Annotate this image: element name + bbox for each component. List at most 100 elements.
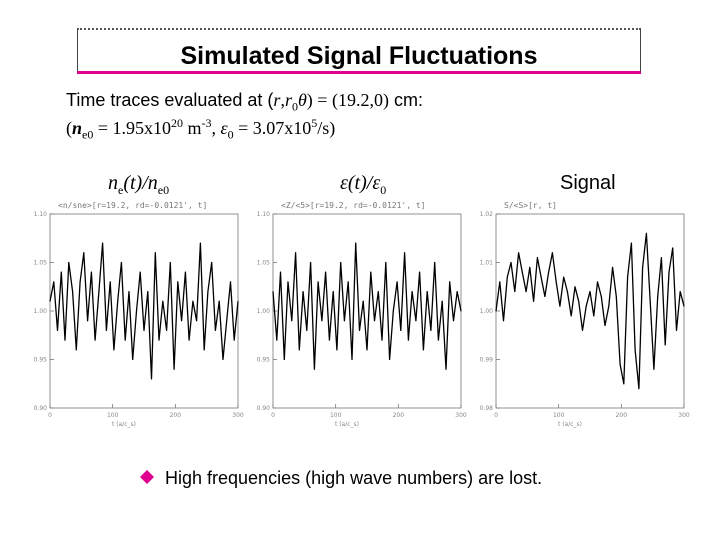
data-point <box>668 271 670 273</box>
data-point <box>109 281 111 283</box>
data-point <box>664 344 666 346</box>
subtitle-line-1: Time traces evaluated at (r,r0θ) = (19.2… <box>66 90 423 115</box>
data-point <box>276 339 278 341</box>
data-point <box>188 339 190 341</box>
y-tick-label: 0.95 <box>257 357 271 364</box>
line2-m: m <box>183 118 202 138</box>
y-tick-label: 1.02 <box>480 211 494 218</box>
data-point <box>422 349 424 351</box>
data-point <box>226 320 228 322</box>
data-point <box>540 276 542 278</box>
x-axis-label: t (a/c_s) <box>558 421 582 428</box>
data-point <box>169 262 171 263</box>
data-point <box>679 291 681 293</box>
data-point <box>566 291 568 293</box>
data-point <box>366 349 368 351</box>
line2-exp5: 5 <box>311 116 318 130</box>
label-ne-t: (t)/n <box>123 172 158 194</box>
x-tick-label: 300 <box>678 412 690 419</box>
data-point <box>340 262 342 263</box>
data-point <box>105 329 107 331</box>
line2-comma: , <box>211 118 221 138</box>
data-point <box>280 271 282 273</box>
data-point <box>229 281 231 283</box>
data-point <box>404 252 406 254</box>
data-point <box>317 281 319 283</box>
chart-eps: <Z/<5>[r=19.2, rd=-0.0121', t] 0.90 0.95 1.… <box>257 201 467 428</box>
label-ne-e0: e0 <box>157 183 170 197</box>
panel-eps: <Z/<5>[r=19.2, rd=-0.0121', t] 0.90 0.95 1.… <box>249 198 469 433</box>
data-point <box>283 359 285 360</box>
data-point <box>139 271 141 273</box>
data-point <box>295 252 297 254</box>
data-point <box>619 363 621 365</box>
data-point <box>374 320 376 322</box>
line2-exp20: 20 <box>171 116 183 130</box>
panel-header: <n/sne>[r=19.2, rd=-0.0121', t] <box>58 201 207 210</box>
data-point <box>660 257 662 259</box>
data-point <box>143 329 145 331</box>
label-ne: ne(t)/ne0 <box>108 172 169 198</box>
data-point <box>132 359 134 360</box>
data-point <box>400 329 402 331</box>
data-point <box>574 286 576 288</box>
data-point <box>548 271 550 273</box>
line2-expm3: -3 <box>201 116 212 130</box>
chart-ne: <n/sne>[r=19.2, rd=-0.0121', t] 0.90 0.95 1… <box>34 201 244 428</box>
line1-unit: cm: <box>388 90 423 110</box>
data-point <box>128 291 130 293</box>
diamond-bullet-icon <box>140 470 154 484</box>
data-point <box>570 315 572 317</box>
data-point <box>529 266 531 268</box>
data-point <box>343 320 345 322</box>
data-point <box>151 378 153 380</box>
x-tick-label: 200 <box>616 412 628 419</box>
data-point <box>381 339 383 341</box>
data-point <box>415 320 417 322</box>
subtitle-line-2: (ne0 = 1.95x1020 m-3, ε0 = 3.07x105/s) <box>66 116 335 143</box>
data-point <box>563 276 565 278</box>
data-point <box>113 349 115 351</box>
data-point <box>177 281 179 283</box>
data-point <box>426 291 428 293</box>
data-point <box>407 339 409 341</box>
y-tick-label: 0.90 <box>257 405 271 412</box>
x-tick-label: 100 <box>107 412 119 419</box>
data-point <box>445 368 447 370</box>
data-point <box>199 242 201 244</box>
data-point <box>441 300 443 302</box>
data-point <box>615 295 617 297</box>
data-point <box>630 242 632 244</box>
data-point <box>634 349 636 351</box>
title-accent-line <box>77 71 641 74</box>
series-line <box>49 242 239 380</box>
data-point <box>600 295 602 297</box>
x-tick-label: 200 <box>170 412 182 419</box>
y-tick-label: 1.05 <box>34 260 48 267</box>
data-point <box>642 266 644 268</box>
x-tick-label: 300 <box>455 412 467 419</box>
panel-header: <Z/<5>[r=19.2, rd=-0.0121', t] <box>281 201 426 210</box>
line1-text: Time traces evaluated at ( <box>66 90 274 110</box>
data-point <box>98 291 100 293</box>
data-point <box>672 247 674 249</box>
data-point <box>683 305 685 307</box>
title-box: Simulated Signal Fluctuations <box>77 28 641 74</box>
data-point <box>355 242 357 244</box>
data-point <box>593 315 595 317</box>
data-point <box>389 359 391 360</box>
data-point <box>645 232 647 234</box>
x-tick-label: 200 <box>393 412 405 419</box>
data-point <box>649 300 651 302</box>
y-tick-label: 0.99 <box>480 357 494 364</box>
data-point <box>233 339 235 341</box>
data-point <box>430 329 432 331</box>
data-point <box>347 281 349 283</box>
data-point <box>437 339 439 341</box>
line2-open: ( <box>66 118 72 138</box>
data-point <box>495 310 497 312</box>
data-point <box>313 368 315 370</box>
data-point <box>351 359 353 360</box>
x-tick-label: 0 <box>48 412 52 419</box>
y-tick-label: 1.00 <box>34 308 48 315</box>
